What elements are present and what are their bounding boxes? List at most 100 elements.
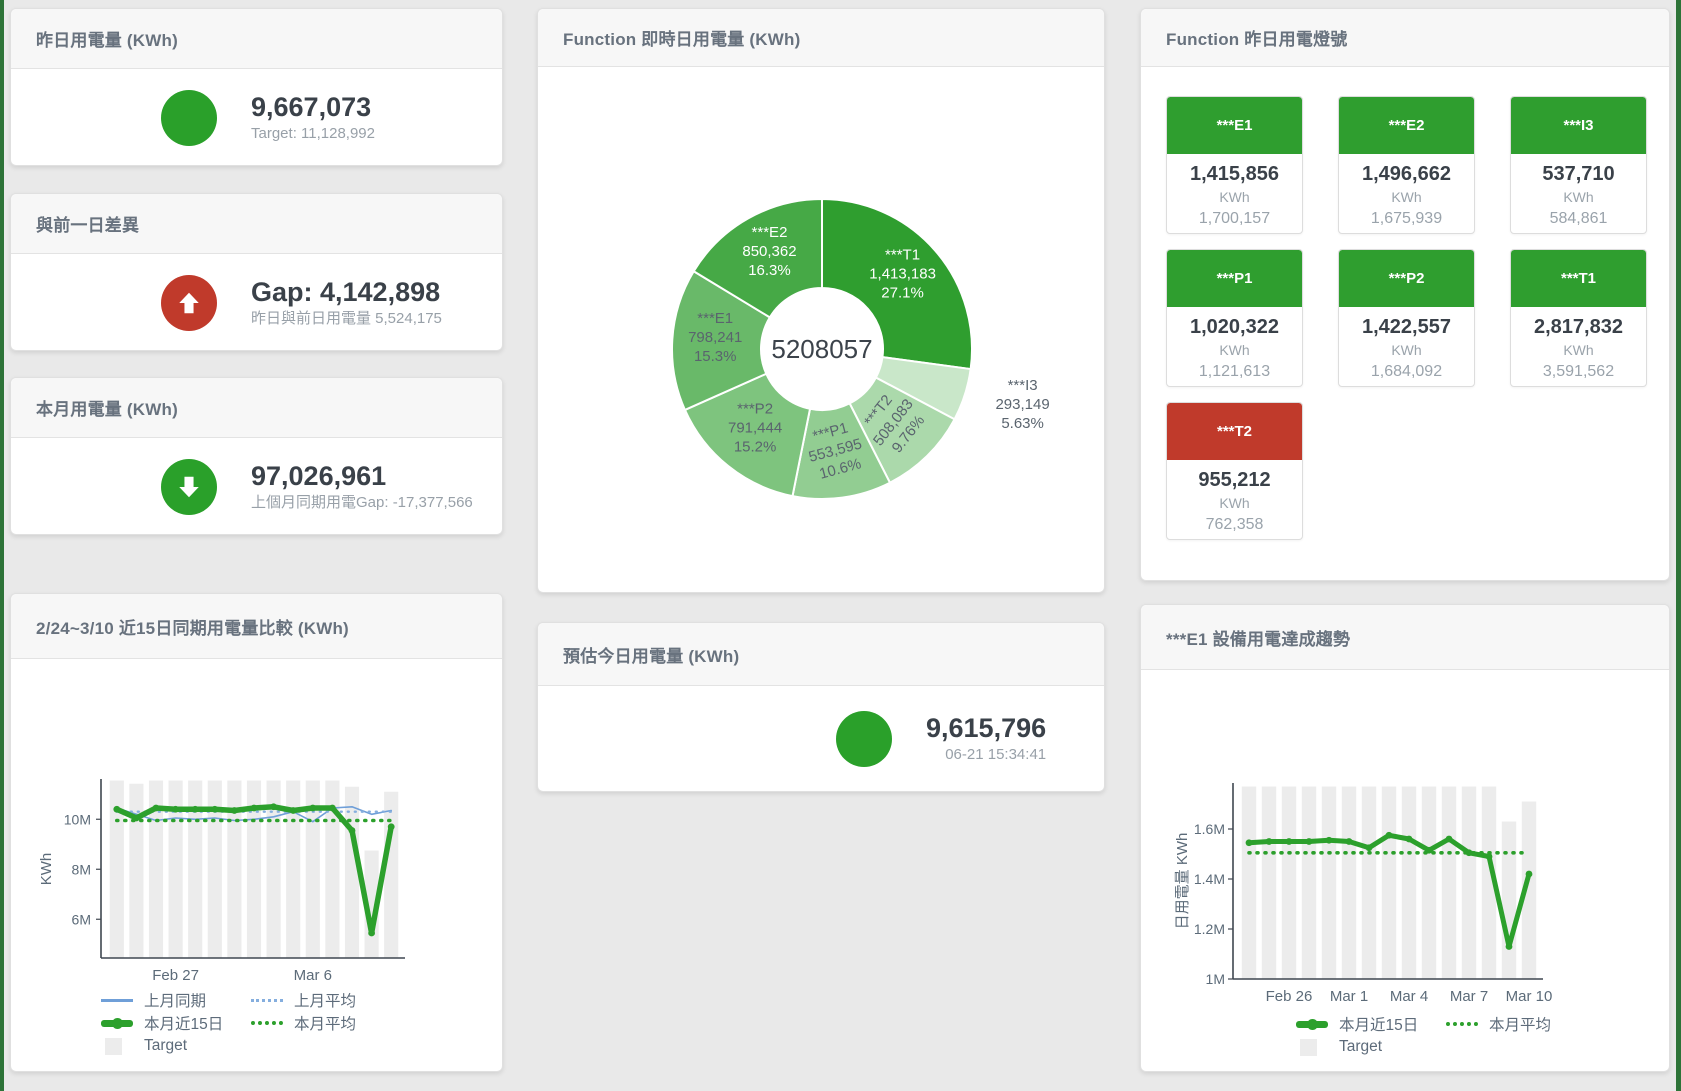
- status-dot: [161, 274, 217, 331]
- svg-text:1.2M: 1.2M: [1194, 921, 1225, 937]
- legend-item-green-dot[interactable]: 本月平均: [1446, 1013, 1596, 1035]
- tile-body: 537,710 KWh 584,861: [1511, 154, 1646, 233]
- tile-header: ***E2: [1339, 97, 1474, 154]
- kpi-value: 9,615,796: [926, 713, 1047, 743]
- kpi-subtext: Target: 11,128,992: [251, 124, 375, 142]
- legend-swatch: [251, 1021, 283, 1025]
- e1-trend-chart[interactable]: 1M 1.2M 1.4M 1.6M Feb 26 Mar 1 Mar 4 Mar 7 Mar 1…: [1141, 670, 1669, 1010]
- svg-text:Mar 4: Mar 4: [1390, 988, 1428, 1005]
- tile-body: 955,212 KWh 762,358: [1167, 460, 1302, 539]
- tile-header: ***P2: [1339, 250, 1474, 307]
- tile-header: ***E1: [1167, 97, 1302, 154]
- legend-swatch: [1446, 1022, 1478, 1026]
- card-title: 與前一日差異: [36, 216, 140, 235]
- compare-chart-legend: 上月同期 上月平均本月近15日 本月平均 Target: [101, 989, 401, 1058]
- tile-unit: KWh: [1563, 189, 1594, 205]
- legend-label: 上月同期: [144, 993, 207, 1010]
- status-tile-P2: ***P2 1,422,557 KWh 1,684,092: [1338, 249, 1475, 387]
- svg-text:1.4M: 1.4M: [1194, 871, 1225, 887]
- legend-label: 本月平均: [294, 1016, 357, 1033]
- tile-unit: KWh: [1219, 342, 1250, 358]
- card-realtime-donut: Function 即時日用電量 (KWh) ***T1 1,413,183 27.1…: [537, 8, 1105, 593]
- kpi-value: Gap: 4,142,898: [251, 276, 441, 307]
- legend-item-blue-line[interactable]: 上月同期: [101, 989, 251, 1011]
- card-status-tiles: Function 昨日用電燈號 ***E1 1,415,856 KWh 1,700,1…: [1140, 8, 1670, 581]
- card-compare-chart: 2/24~3/10 近15日同期用電量比較 (KWh) 6M 8M 10M Feb 2…: [10, 593, 503, 1072]
- kpi-subtext: 昨日與前日用電量 5,524,175: [251, 309, 442, 327]
- card-today-estimate: 預估今日用電量 (KWh) 9,615,796 06-21 15:34:41: [537, 622, 1105, 792]
- card-header: 2/24~3/10 近15日同期用電量比較 (KWh): [11, 594, 502, 659]
- tile-target: 1,121,613: [1198, 363, 1271, 380]
- tile-value: 955,212: [1198, 469, 1271, 491]
- arrow-up-icon: [179, 292, 199, 313]
- svg-text:KWh: KWh: [38, 853, 55, 886]
- legend-label: Target: [1339, 1038, 1383, 1055]
- status-tile-E1: ***E1 1,415,856 KWh 1,700,157: [1166, 96, 1303, 234]
- legend-item-square[interactable]: Target: [1296, 1038, 1446, 1056]
- card-title: Function 即時日用電量 (KWh): [563, 30, 801, 49]
- legend-swatch: [1300, 1038, 1317, 1056]
- tile-target: 762,358: [1205, 516, 1264, 533]
- legend-item-green-line[interactable]: 本月近15日: [1296, 1013, 1446, 1035]
- tile-body: 1,415,856 KWh 1,700,157: [1167, 154, 1302, 233]
- legend-swatch: [105, 1037, 122, 1055]
- tile-header: ***T2: [1167, 403, 1302, 460]
- status-tile-I3: ***I3 537,710 KWh 584,861: [1510, 96, 1647, 234]
- svg-text:Mar 6: Mar 6: [294, 967, 332, 984]
- tile-value: 537,710: [1542, 163, 1615, 185]
- legend-swatch: [101, 1017, 133, 1029]
- legend-item-square[interactable]: Target: [101, 1037, 251, 1055]
- tile-unit: KWh: [1391, 189, 1422, 205]
- tile-body: 1,020,322 KWh 1,121,613: [1167, 307, 1302, 386]
- trend-chart-legend: 本月近15日 本月平均 Target: [1296, 1013, 1596, 1059]
- status-tile-E2: ***E2 1,496,662 KWh 1,675,939: [1338, 96, 1475, 234]
- legend-swatch: [1296, 1018, 1328, 1030]
- kpi-value: 9,667,073: [251, 91, 372, 122]
- legend-item-blue-dot[interactable]: 上月平均: [251, 989, 401, 1011]
- svg-text:5208057: 5208057: [771, 334, 872, 364]
- legend-label: Target: [144, 1037, 188, 1054]
- compare-15d-chart[interactable]: 6M 8M 10M Feb 27 Mar 6 KWh: [11, 659, 502, 989]
- tile-body: 1,496,662 KWh 1,675,939: [1339, 154, 1474, 233]
- card-header: 預估今日用電量 (KWh): [538, 623, 1104, 686]
- tile-header: ***T1: [1511, 250, 1646, 307]
- tile-body: 1,422,557 KWh 1,684,092: [1339, 307, 1474, 386]
- left-frame-edge: [0, 0, 4, 1091]
- tile-header: ***P1: [1167, 250, 1302, 307]
- legend-label: 本月近15日: [144, 1016, 224, 1033]
- card-e1-trend: ***E1 設備用電達成趨勢 1M 1.2M 1.4M 1.6M Feb 26 Mar 1…: [1140, 604, 1670, 1072]
- card-title: 2/24~3/10 近15日同期用電量比較 (KWh): [36, 618, 349, 638]
- card-yesterday-usage: 昨日用電量 (KWh) 9,667,073 Target: 11,128,992: [10, 8, 503, 166]
- svg-text:Mar 7: Mar 7: [1450, 988, 1488, 1005]
- tile-target: 1,684,092: [1370, 363, 1443, 380]
- realtime-usage-donut[interactable]: ***T1 1,413,183 27.1% ***I3 293,149 5.63% ***T…: [538, 67, 1104, 592]
- svg-text:Feb 27: Feb 27: [152, 967, 199, 984]
- status-tile-T1: ***T1 2,817,832 KWh 3,591,562: [1510, 249, 1647, 387]
- legend-label: 本月平均: [1489, 1017, 1552, 1034]
- card-header: 與前一日差異: [11, 194, 502, 254]
- tile-target: 3,591,562: [1542, 363, 1615, 380]
- card-header: 本月用電量 (KWh): [11, 378, 502, 438]
- tile-value: 1,496,662: [1362, 163, 1451, 185]
- tile-value: 1,020,322: [1190, 316, 1279, 338]
- tile-value: 2,817,832: [1534, 316, 1623, 338]
- legend-item-green-line[interactable]: 本月近15日: [101, 1012, 251, 1034]
- card-header: ***E1 設備用電達成趨勢: [1141, 605, 1669, 670]
- status-tile-P1: ***P1 1,020,322 KWh 1,121,613: [1166, 249, 1303, 387]
- status-tile-T2: ***T2 955,212 KWh 762,358: [1166, 402, 1303, 540]
- svg-text:***T2508,0839.76%: ***T2508,0839.76%: [855, 384, 932, 461]
- legend-item-green-dot[interactable]: 本月平均: [251, 1012, 401, 1034]
- card-header: Function 昨日用電燈號: [1141, 9, 1669, 67]
- card-title: Function 昨日用電燈號: [1166, 30, 1348, 49]
- legend-swatch: [251, 998, 283, 1002]
- kpi-timestamp: 06-21 15:34:41: [945, 746, 1047, 763]
- tile-header: ***I3: [1511, 97, 1646, 154]
- svg-text:6M: 6M: [72, 911, 91, 927]
- svg-text:8M: 8M: [72, 861, 91, 877]
- legend-label: 上月平均: [294, 993, 357, 1010]
- card-title: 昨日用電量 (KWh): [36, 31, 178, 50]
- card-header: 昨日用電量 (KWh): [11, 9, 502, 69]
